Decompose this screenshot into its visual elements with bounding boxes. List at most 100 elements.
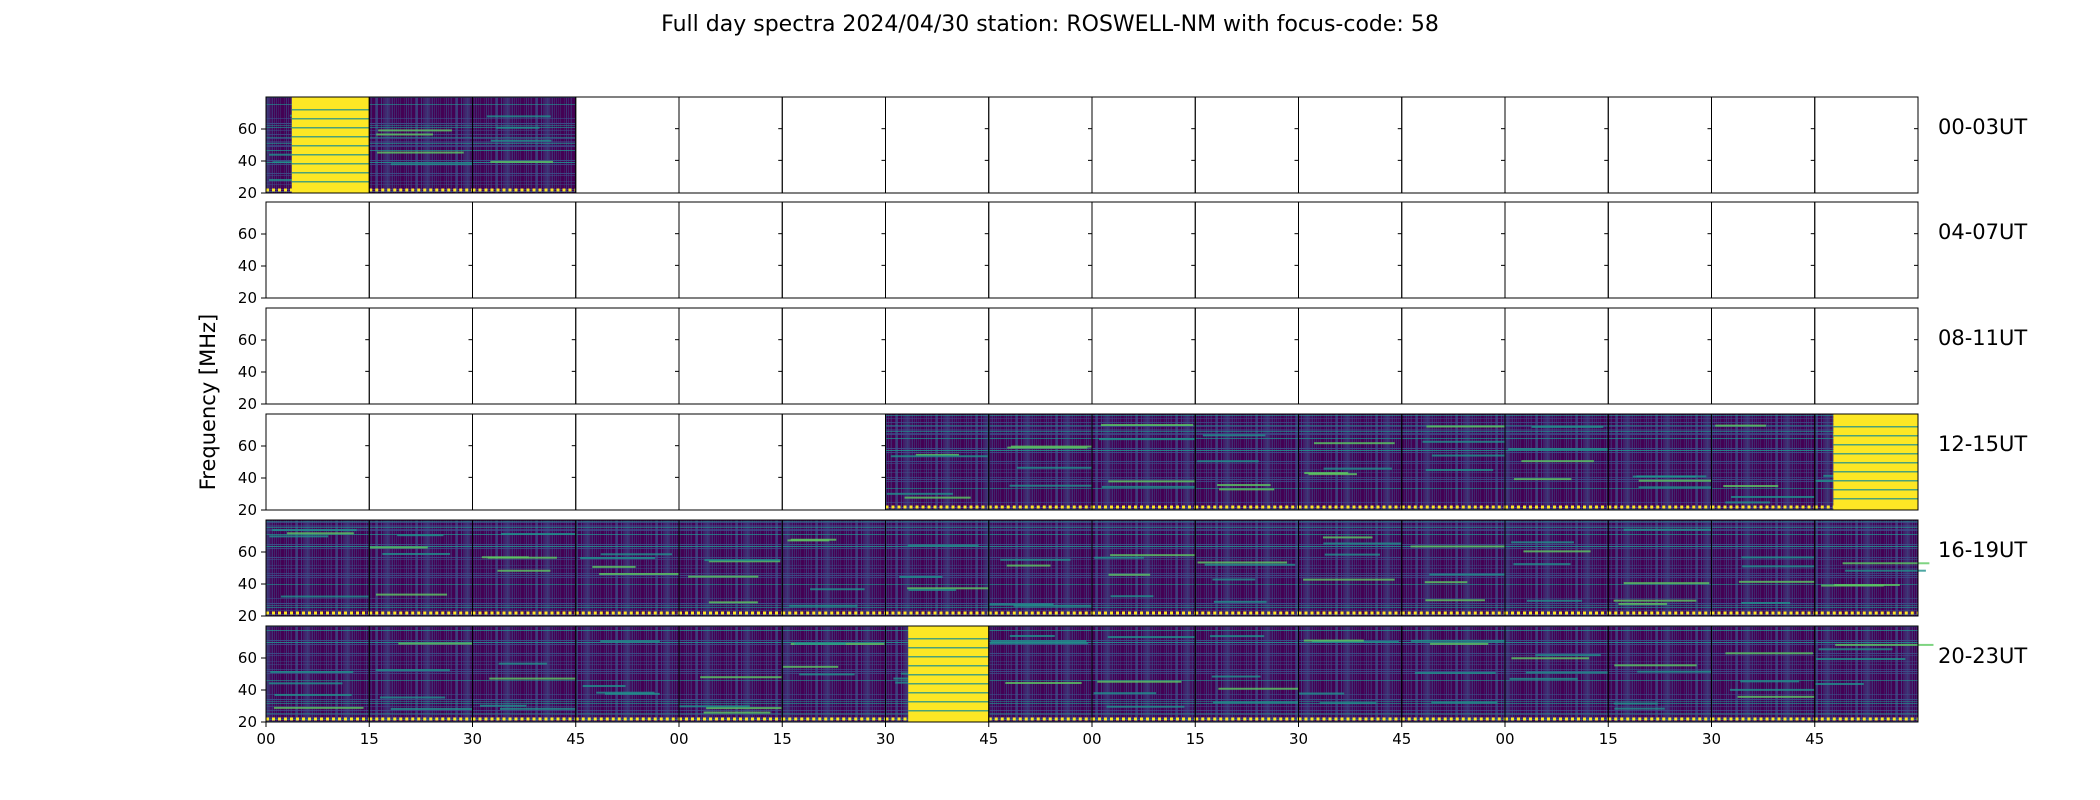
interference-line (1431, 701, 1498, 704)
empty-panel (369, 202, 473, 298)
empty-panel (1711, 202, 1815, 298)
interference-line (1304, 472, 1349, 475)
x-tick-label: 00 (1082, 730, 1101, 748)
interference-line (1614, 664, 1697, 667)
interference-line (1009, 634, 1055, 637)
y-tick-label: 20 (238, 289, 257, 307)
interference-line (1319, 702, 1377, 705)
panel-frame (1814, 413, 1919, 511)
interference-line (1218, 488, 1275, 491)
spectrum-panel (1195, 520, 1299, 616)
interference-line (688, 575, 759, 578)
interference-line (1007, 446, 1088, 449)
interference-line (487, 556, 557, 559)
interference-line (908, 588, 956, 591)
row-label: 16-19UT (1938, 538, 2027, 562)
interference-line (1013, 604, 1106, 607)
y-tick-label: 20 (238, 607, 257, 625)
spectra-row: 20 40 60 08-11UT (238, 307, 2027, 413)
saturated-line (1833, 435, 1918, 437)
interference-line (1741, 556, 1823, 559)
spectrum-panel (1298, 520, 1402, 616)
interference-line (1425, 599, 1486, 602)
interference-line (1108, 480, 1205, 483)
x-tick-label: 30 (876, 730, 895, 748)
interference-line (390, 163, 475, 166)
interference-line (1614, 707, 1665, 710)
interference-line (592, 565, 636, 568)
panel-frame (1814, 307, 1919, 405)
interference-line (1410, 639, 1508, 642)
interference-line (1511, 657, 1590, 660)
interference-line (490, 139, 552, 142)
interference-line (886, 492, 954, 495)
panel-frame (1814, 201, 1919, 299)
row-label: 00-03UT (1938, 115, 2027, 139)
empty-panel (679, 308, 783, 404)
saturated-line (908, 710, 989, 712)
interference-line (1613, 702, 1658, 705)
x-tick-label: 45 (1805, 730, 1824, 748)
interference-line (1324, 553, 1381, 556)
saturated-line (1833, 471, 1918, 473)
empty-panel (1298, 308, 1402, 404)
interference-line (274, 693, 352, 696)
spectrum-panel (988, 414, 1092, 510)
empty-panel (266, 202, 370, 298)
spectrum-panel (1711, 626, 1815, 722)
interference-line (1513, 563, 1571, 566)
spectrum-panel (1608, 414, 1712, 510)
interference-line (273, 706, 364, 709)
interference-line (1322, 536, 1373, 539)
interference-line (1729, 688, 1821, 691)
interference-line (269, 535, 329, 538)
interference-line (1218, 687, 1315, 690)
spectra-row: 20 40 60 04-07UT (238, 201, 2027, 307)
interference-line (783, 665, 839, 668)
interference-line (1525, 671, 1623, 674)
interference-line (1425, 468, 1494, 471)
spectrum-panel (1401, 626, 1505, 722)
spectrum-panel (266, 626, 370, 722)
interference-line (1009, 484, 1107, 487)
interference-line (501, 533, 591, 536)
interference-line (810, 588, 865, 591)
spectrum-panel (885, 414, 989, 510)
saturated-line (1833, 498, 1918, 500)
y-tick-label: 20 (238, 501, 257, 519)
interference-line (1637, 670, 1728, 673)
interference-line (1725, 501, 1770, 504)
x-tick-label: 00 (256, 730, 275, 748)
y-tick-label: 20 (238, 184, 257, 202)
y-tick-label: 20 (238, 395, 257, 413)
interference-line (600, 553, 672, 556)
interference-line (1323, 542, 1417, 545)
interference-line (489, 677, 591, 680)
empty-panel (575, 308, 679, 404)
interference-line (1298, 692, 1345, 695)
saturated-line (1833, 462, 1918, 464)
interference-line (1613, 599, 1697, 602)
spectrum-panel (679, 520, 783, 616)
interference-line (1845, 569, 1926, 572)
saturated-line (291, 145, 370, 147)
row-label: 08-11UT (1938, 326, 2027, 350)
interference-line (379, 696, 446, 699)
panel-frame (1814, 519, 1919, 617)
interference-line (1212, 578, 1256, 581)
saturated-line (1833, 426, 1918, 428)
interference-line (1431, 454, 1515, 457)
saturated-line (291, 136, 370, 138)
interference-line (376, 133, 433, 136)
interference-line (907, 544, 979, 547)
spectrum-panel (1505, 626, 1609, 722)
interference-line (1110, 554, 1207, 557)
interference-line (582, 685, 626, 688)
interference-line (1323, 467, 1392, 470)
interference-line (604, 692, 660, 695)
interference-line (1815, 658, 1906, 661)
spectrum-panel (1608, 626, 1712, 722)
spectrum-panel (1092, 520, 1196, 616)
empty-panel (1711, 308, 1815, 404)
